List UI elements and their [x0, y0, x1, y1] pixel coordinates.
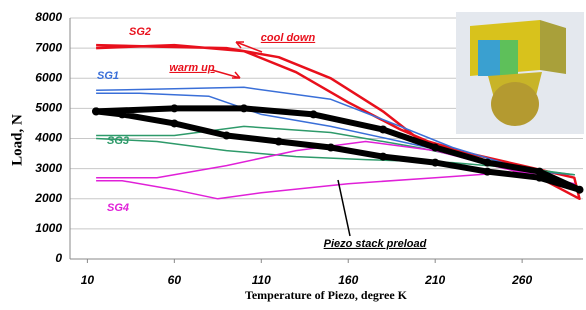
annotation: warm up [169, 62, 215, 74]
annotation-arrow [212, 70, 240, 78]
series-marker [431, 144, 439, 152]
inset-shape [478, 40, 500, 76]
y-tick-label: 6000 [35, 70, 62, 84]
y-tick-label: 3000 [35, 161, 62, 175]
series-label: SG2 [129, 26, 151, 38]
x-tick-label: 110 [252, 273, 271, 287]
series-label: Piezo stack preload [324, 238, 427, 250]
x-tick-label: 10 [81, 273, 95, 287]
series-marker [309, 110, 317, 118]
x-tick-label: 60 [168, 273, 182, 287]
series-marker [240, 104, 248, 112]
series-marker [431, 159, 439, 167]
series-marker [170, 104, 178, 112]
series-label: SG4 [107, 202, 129, 214]
inset-shape [500, 40, 518, 76]
series-marker [275, 138, 283, 146]
y-tick-label: 0 [55, 251, 62, 265]
x-tick-label: 210 [424, 273, 445, 287]
x-axis-label: Temperature of Piezo, degree K [245, 288, 408, 302]
series-marker [118, 110, 126, 118]
y-tick-label: 1000 [35, 221, 62, 235]
series-marker [92, 107, 100, 115]
y-tick-label: 7000 [35, 40, 62, 54]
series-label: SG1 [97, 70, 119, 82]
x-tick-label: 260 [511, 273, 532, 287]
series-marker [223, 131, 231, 139]
x-tick-label: 160 [338, 273, 358, 287]
series-marker [483, 159, 491, 167]
series-label: SG3 [107, 135, 129, 147]
y-tick-label: 5000 [35, 101, 62, 115]
y-tick-label: 8000 [35, 10, 62, 24]
chart: Temperature of Piezo, degree K Load, N 0… [0, 0, 586, 305]
series-marker [379, 125, 387, 133]
y-axis-label: Load, N [9, 114, 25, 166]
series-marker [483, 168, 491, 176]
series-marker [379, 153, 387, 161]
inset-shape [491, 82, 539, 126]
leader-line [338, 180, 350, 236]
inset-image [456, 12, 584, 134]
annotation: cool down [261, 32, 316, 44]
series-marker [576, 186, 584, 194]
y-tick-label: 2000 [34, 191, 62, 205]
series-marker [170, 119, 178, 127]
series-marker [536, 174, 544, 182]
inset-shape [540, 20, 566, 74]
series-marker [327, 144, 335, 152]
y-tick-label: 4000 [34, 131, 62, 145]
